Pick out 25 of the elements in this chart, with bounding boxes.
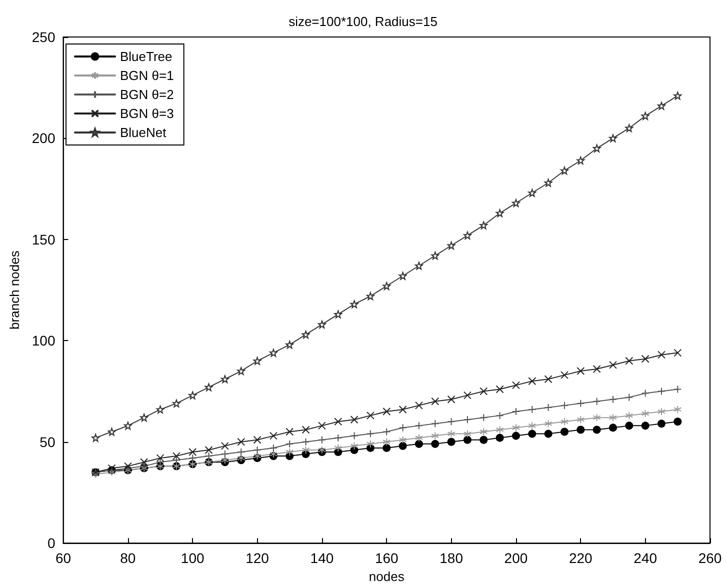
x-tick-label: 240 [634, 550, 658, 566]
legend-label: BlueTree [120, 49, 172, 64]
x-axis-title: nodes [368, 569, 405, 584]
x-tick-label: 220 [568, 550, 593, 566]
legend-label: BGN θ=1 [120, 68, 174, 83]
legend-label: BGN θ=2 [120, 87, 174, 102]
x-tick-label: 80 [120, 550, 136, 566]
x-tick-label: 60 [55, 550, 72, 566]
y-tick-label: 250 [32, 29, 56, 45]
legend-label: BGN θ=3 [120, 106, 174, 121]
x-tick-label: 140 [310, 550, 334, 566]
x-tick-label: 120 [246, 550, 270, 566]
y-tick-label: 150 [32, 231, 56, 248]
y-tick-label: 50 [40, 434, 56, 450]
y-tick-label: 0 [47, 535, 56, 552]
y-tick-label: 200 [32, 130, 56, 146]
x-tick-label: 100 [180, 550, 204, 566]
chart-title: size=100*100, Radius=15 [288, 14, 438, 29]
x-tick-label: 160 [374, 550, 399, 566]
x-tick-label: 260 [698, 550, 722, 566]
legend-label: BlueNet [120, 125, 167, 140]
y-tick-label: 100 [32, 332, 56, 349]
x-tick-label: 200 [504, 550, 528, 566]
y-axis-title: branch nodes [7, 250, 22, 330]
x-tick-label: 180 [440, 550, 464, 566]
